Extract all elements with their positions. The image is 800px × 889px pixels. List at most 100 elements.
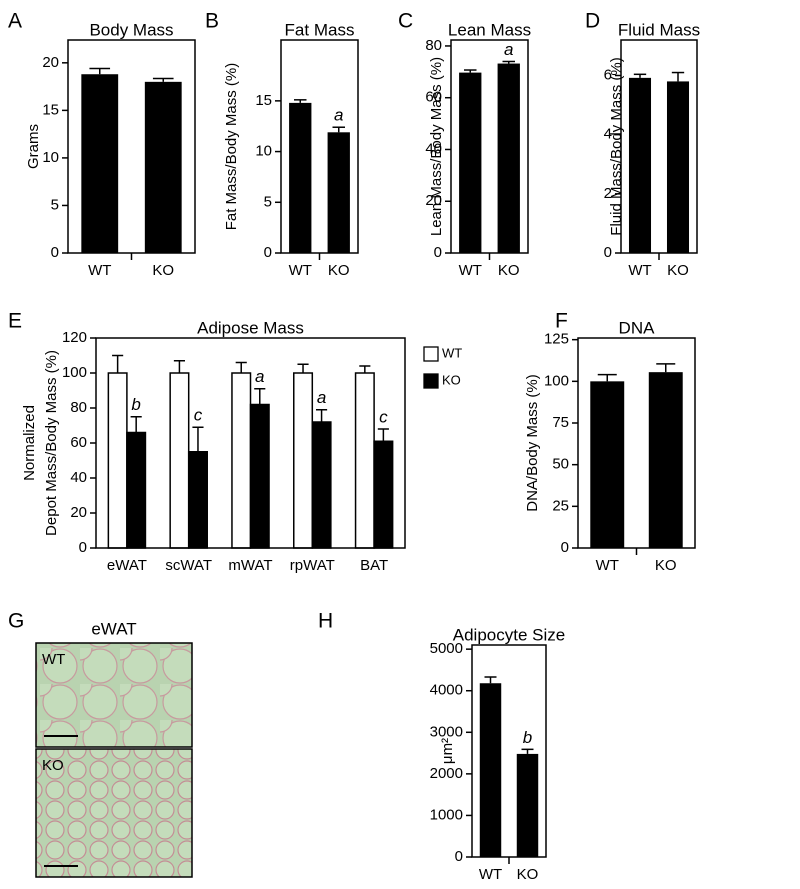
bar [187,451,208,549]
chart: C Lean Mass Lean Mass/Body Mass (%) 0 20 40 60… [398,10,531,279]
y-tick-label: 15 [42,101,59,118]
y-tick-label: 0 [455,848,463,865]
bar [289,102,312,253]
x-tick-label: mWAT [228,557,272,574]
image-label: KO [42,757,64,774]
chart-title: Fat Mass [285,20,355,39]
y-tick-label: 5 [51,196,59,213]
x-tick-label: BAT [360,557,388,574]
y-tick-label: 20 [42,54,59,71]
annotation: c [379,407,388,426]
chart-title: Fluid Mass [618,20,700,39]
panel-letter: G [8,610,24,633]
y-tick-label: 120 [62,329,87,346]
plot-frame [450,39,529,254]
y-tick-label: 20 [425,192,442,209]
y-tick-label: 0 [561,539,569,556]
y-tick-label: 3000 [430,723,463,740]
panel-title: eWAT [91,619,136,638]
y-tick-label: 0 [51,244,59,261]
x-tick-label: WT [479,866,502,883]
annotation: a [255,367,264,386]
legend-swatch [423,373,439,389]
plot-frame [471,644,547,858]
panel-letter: C [398,10,413,33]
x-tick-label: rpWAT [290,557,335,574]
x-tick-label: KO [517,866,539,883]
y-tick-label: 4 [604,126,612,143]
y-axis-label: Fluid Mass/Body Mass (%) [608,57,625,235]
y-axis-label: DNA/Body Mass (%) [524,374,541,512]
y-tick-label: 60 [70,434,87,451]
y-tick-label: 0 [604,244,612,261]
bar [144,81,182,253]
y-tick-label: 2000 [430,765,463,782]
chart: D Fluid Mass Fluid Mass/Body Mass (%) 0 2 4 6 W… [585,10,700,279]
x-tick-label: scWAT [165,557,212,574]
bar [516,753,539,857]
y-tick-label: 1000 [430,806,463,823]
x-tick-label: KO [655,557,677,574]
bar [293,372,314,549]
y-tick-label: 125 [544,331,569,348]
chart: A Body Mass Grams 0 5 10 15 20 WT KO [8,10,196,279]
panel-letter: A [8,10,22,33]
chart-title: Lean Mass [448,20,531,39]
y-tick-label: 15 [255,92,272,109]
plot-frame [577,337,696,549]
legend-label: KO [442,372,461,387]
x-tick-label: KO [152,262,174,279]
y-tick-label: 0 [79,539,87,556]
plot-frame [95,337,406,549]
x-tick-label: WT [628,262,651,279]
bar [107,372,128,549]
bar [354,372,375,549]
annotation: c [194,406,203,425]
y-axis-label: Lean Mass/Body Mass (%) [428,57,445,236]
y-tick-label: 10 [42,149,59,166]
panel-letter: E [8,310,22,333]
panel-letter: F [555,310,568,333]
y-tick-label: 60 [425,89,442,106]
y-tick-label: 50 [552,456,569,473]
plot-frame [67,39,196,254]
y-axis-label: Fat Mass/Body Mass (%) [223,63,240,231]
y-tick-label: 5 [264,193,272,210]
chart-title: Adipose Mass [197,318,304,337]
x-tick-label: KO [667,262,689,279]
bar [666,81,690,254]
y-tick-label: 75 [552,414,569,431]
y-tick-label: 40 [70,469,87,486]
micrograph [35,642,193,748]
annotation: a [334,106,343,125]
chart-title: Adipocyte Size [453,625,565,644]
x-tick-label: KO [498,262,520,279]
chart-title: Body Mass [89,20,173,39]
chart: F DNA DNA/Body Mass (%) 0 25 50 75 100 125 WT KO [524,310,696,574]
bar [373,440,394,549]
y-tick-label: 40 [425,140,442,157]
chart-title: DNA [619,318,656,337]
bar [497,63,520,254]
y-axis-label: Normalized [21,405,38,481]
bar [311,421,332,549]
y-tick-label: 20 [70,504,87,521]
y-tick-label: 5000 [430,640,463,657]
y-tick-label: 80 [70,399,87,416]
y-tick-label: 10 [255,143,272,160]
y-tick-label: 80 [425,37,442,54]
y-tick-label: 100 [62,364,87,381]
annotation: b [131,395,140,414]
y-tick-label: 25 [552,497,569,514]
annotation: a [504,40,513,59]
x-tick-label: WT [596,557,619,574]
bar [169,372,190,549]
micrograph [35,748,193,878]
panel-letter: H [318,610,333,633]
bar [628,77,652,253]
x-tick-label: WT [88,262,111,279]
x-tick-label: KO [328,262,350,279]
bar [249,403,270,549]
y-tick-label: 100 [544,372,569,389]
